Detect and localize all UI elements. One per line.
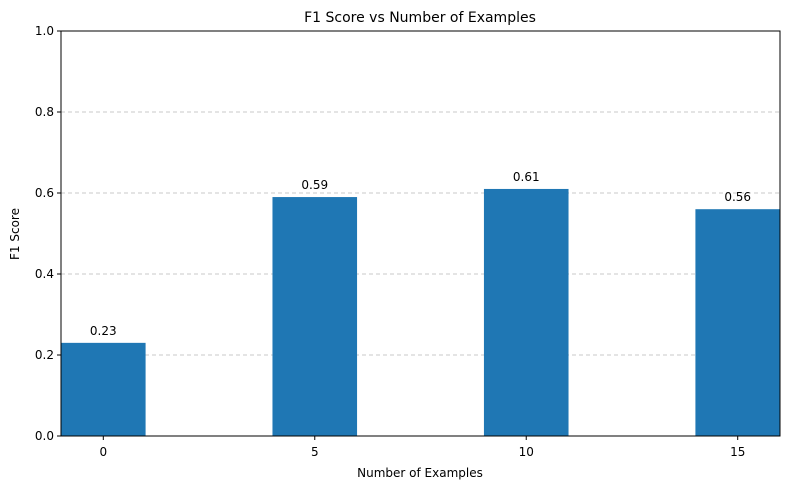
x-axis-ticks: 0 5 10 15 <box>99 436 745 459</box>
y-tick-label: 0.8 <box>35 105 54 119</box>
chart-title: F1 Score vs Number of Examples <box>304 10 536 26</box>
x-tick-label: 5 <box>311 445 319 459</box>
y-axis-ticks: 0.0 0.2 0.4 0.6 0.8 1.0 <box>35 24 61 443</box>
y-tick-label: 0.2 <box>35 348 54 362</box>
x-axis-label: Number of Examples <box>357 466 483 480</box>
bar <box>695 209 780 436</box>
bar-value-label: 0.61 <box>513 170 540 184</box>
bar <box>483 188 569 436</box>
y-tick-label: 0.4 <box>35 267 54 281</box>
x-tick-label: 10 <box>519 445 534 459</box>
bar <box>61 342 146 436</box>
plot-frame <box>60 30 781 437</box>
bar-value-label: 0.59 <box>301 178 328 192</box>
gridlines <box>61 111 780 356</box>
x-tick-label: 15 <box>730 445 745 459</box>
bar-value-label: 0.56 <box>724 190 751 204</box>
bar-value-label: 0.23 <box>90 324 117 338</box>
x-tick-label: 0 <box>99 445 107 459</box>
bars <box>61 188 780 436</box>
y-tick-label: 1.0 <box>35 24 54 38</box>
bar <box>272 197 358 436</box>
y-tick-label: 0.6 <box>35 186 54 200</box>
data-labels: 0.23 0.59 0.61 0.56 <box>90 170 751 338</box>
y-tick-label: 0.0 <box>35 429 54 443</box>
y-axis-label: F1 Score <box>8 208 22 260</box>
